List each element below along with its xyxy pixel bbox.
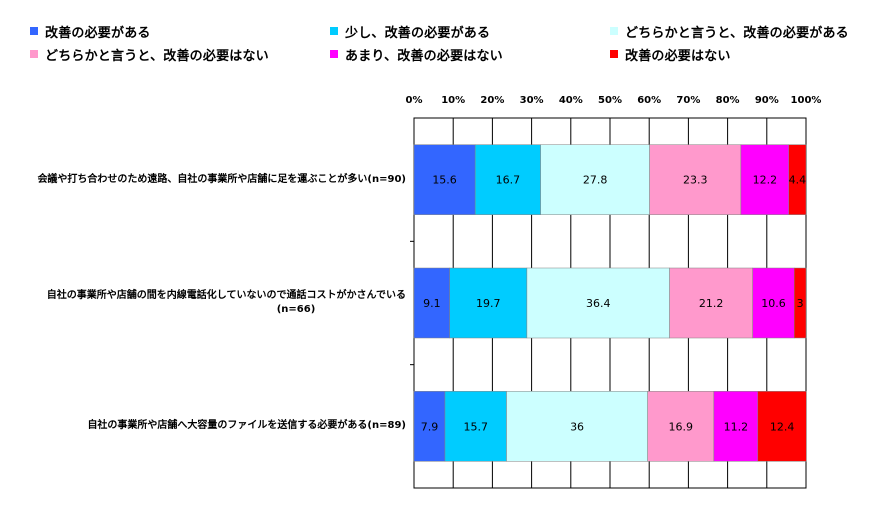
legend-item: あまり、改善の必要はない (330, 45, 503, 64)
bar-segment (506, 391, 648, 462)
bar-segment (444, 391, 507, 462)
bar-segment (413, 391, 446, 462)
category-label-line: 自社の事業所や店舗へ大容量のファイルを送信する必要がある(n=89) (87, 420, 406, 432)
data-label: 3 (797, 297, 804, 310)
legend-label: どちらかと言うと、改善の必要はない (45, 48, 269, 64)
data-label: 12.4 (770, 420, 795, 433)
legend-label: 改善の必要がある (45, 25, 151, 41)
legend-item: 改善の必要がある (30, 22, 151, 41)
bar-segment (413, 144, 476, 215)
data-label: 19.7 (476, 297, 501, 310)
legend-item: 改善の必要はない (610, 45, 731, 64)
x-tick-label: 100% (791, 95, 822, 106)
data-label: 27.8 (583, 174, 608, 187)
data-label: 16.7 (496, 174, 521, 187)
data-label: 7.9 (421, 420, 439, 433)
data-label: 21.2 (699, 297, 724, 310)
legend-item: どちらかと言うと、改善の必要はない (30, 45, 269, 64)
bar-segment (713, 391, 759, 462)
bar-segment (757, 391, 807, 462)
category-label: 会議や打ち合わせのため遠路、自社の事業所や店舗に足を運ぶことが多い(n=90) (6, 173, 406, 187)
legend-label: 少し、改善の必要がある (345, 25, 491, 41)
category-label: 自社の事業所や店舗の間を内線電話化していないので通話コストがかさんでいる (n=6… (6, 289, 406, 317)
x-tick-label: 30% (520, 95, 544, 106)
legend: 改善の必要がある 少し、改善の必要がある どちらかと言うと、改善の必要がある ど… (30, 20, 875, 70)
legend-swatch (330, 27, 338, 35)
legend-swatch (330, 50, 338, 58)
bar-segment (649, 144, 742, 215)
x-tick-label: 50% (598, 95, 622, 106)
legend-swatch (30, 50, 38, 58)
data-label: 9.1 (423, 297, 441, 310)
category-label-line: (n=66) (276, 304, 316, 315)
legend-swatch (610, 50, 618, 58)
x-tick-label: 80% (716, 95, 740, 106)
data-label: 16.9 (669, 420, 694, 433)
x-tick-label: 40% (559, 95, 583, 106)
category-label-line: 会議や打ち合わせのため遠路、自社の事業所や店舗に足を運ぶことが多い(n=90) (37, 173, 406, 185)
legend-swatch (610, 27, 618, 35)
bar-segment (647, 391, 715, 462)
bar-segment (449, 267, 528, 339)
data-label: 12.2 (753, 174, 778, 187)
bar-segment (413, 267, 450, 339)
data-label: 23.3 (683, 174, 708, 187)
data-label: 15.6 (432, 174, 457, 187)
x-tick-label: 0% (406, 95, 423, 106)
data-label: 36 (570, 420, 584, 433)
category-label: 自社の事業所や店舗へ大容量のファイルを送信する必要がある(n=89) (6, 419, 406, 433)
legend-item: どちらかと言うと、改善の必要がある (610, 22, 849, 41)
bar-segment (788, 144, 807, 215)
data-label: 11.2 (724, 420, 749, 433)
bar-segment (793, 267, 807, 339)
x-tick-label: 10% (441, 95, 465, 106)
x-tick-label: 20% (480, 95, 504, 106)
legend-item: 少し、改善の必要がある (330, 22, 491, 41)
legend-label: 改善の必要はない (625, 48, 731, 64)
x-tick-label: 90% (755, 95, 779, 106)
data-label: 4.4 (789, 174, 807, 187)
bar-segment (740, 144, 790, 215)
x-tick-label: 70% (676, 95, 700, 106)
bar-segment (752, 267, 795, 339)
x-tick-label: 60% (637, 95, 661, 106)
category-label-line: 自社の事業所や店舗の間を内線電話化していないので通話コストがかさんでいる (46, 290, 406, 301)
bar-segment (474, 144, 541, 215)
bar-segment (669, 267, 753, 339)
data-label: 36.4 (586, 297, 611, 310)
legend-label: どちらかと言うと、改善の必要がある (625, 25, 849, 41)
bar-segment (526, 267, 670, 339)
data-label: 15.7 (463, 420, 488, 433)
legend-label: あまり、改善の必要はない (345, 48, 503, 64)
data-label: 10.6 (761, 297, 786, 310)
legend-swatch (30, 27, 38, 35)
